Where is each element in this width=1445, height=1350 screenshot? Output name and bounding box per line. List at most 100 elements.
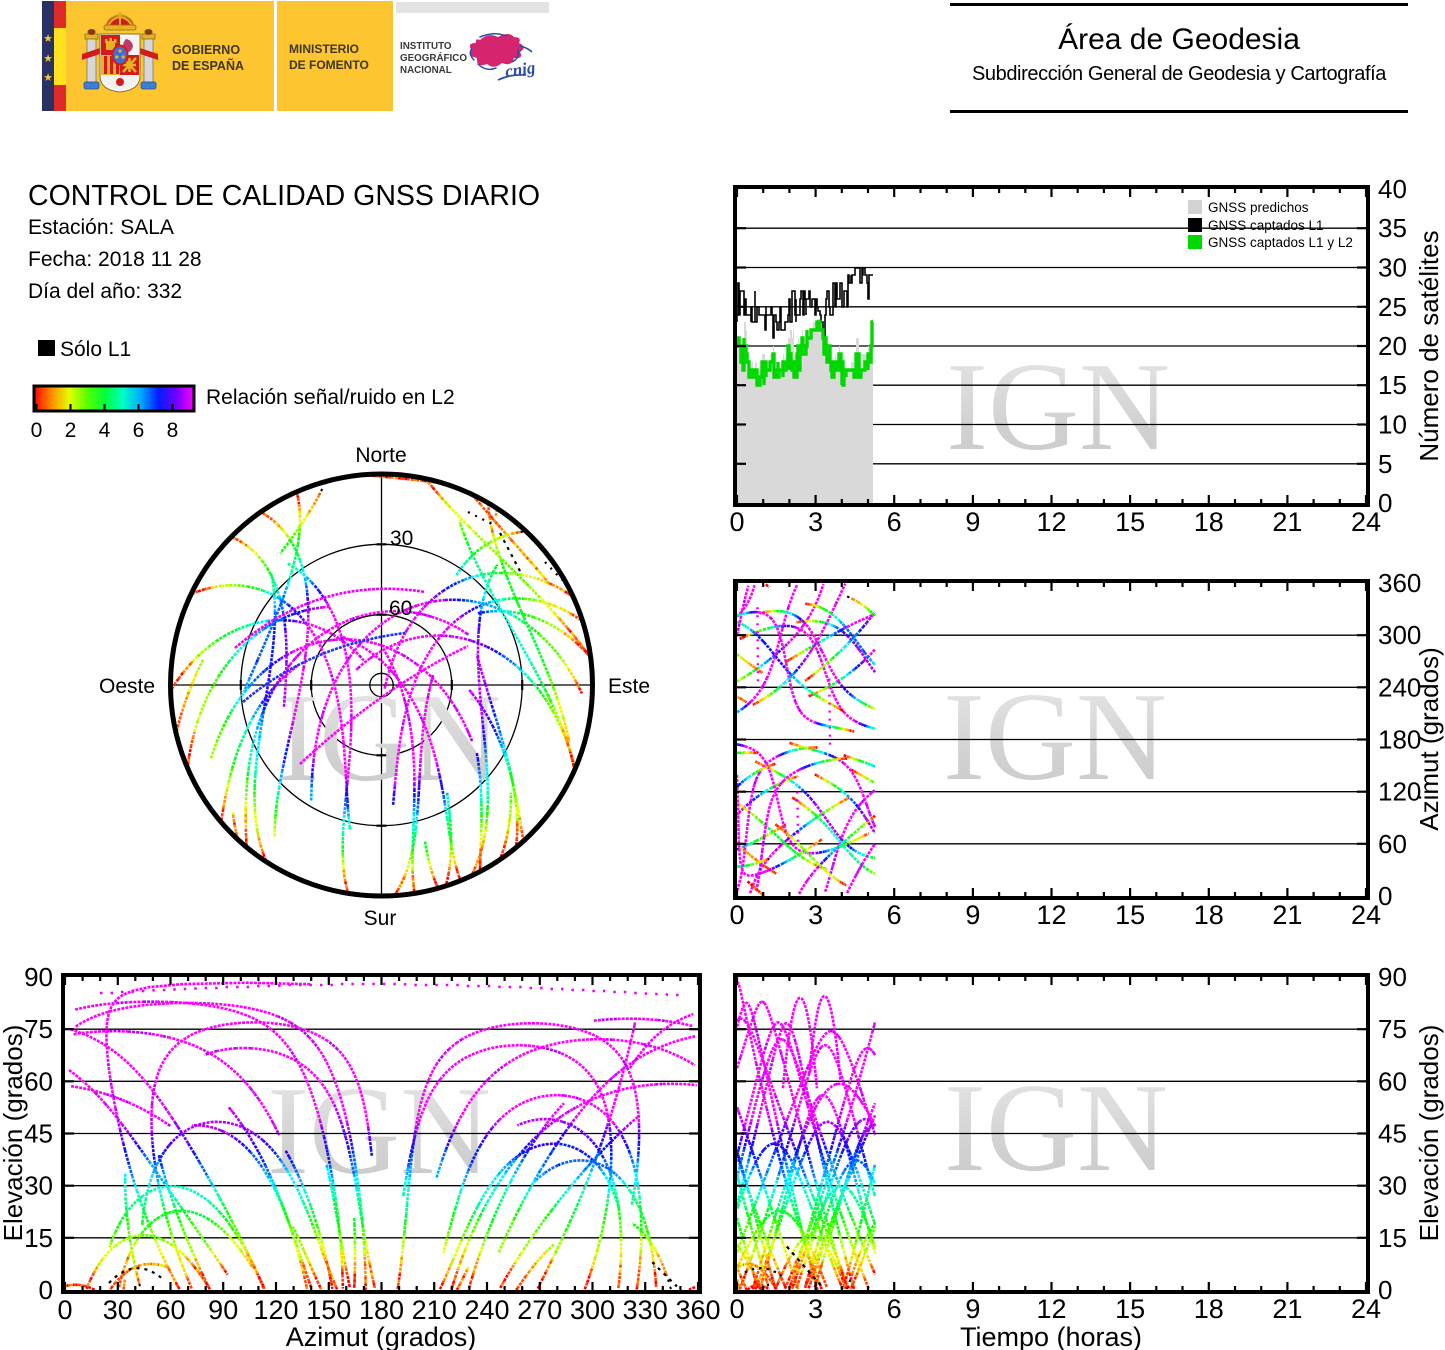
svg-text:IGN: IGN <box>946 338 1170 477</box>
svg-text:45: 45 <box>24 1119 53 1149</box>
svg-text:6: 6 <box>887 1294 902 1324</box>
svg-text:150: 150 <box>306 1295 351 1325</box>
svg-text:Día del año: 332: Día del año: 332 <box>28 280 182 303</box>
svg-text:6: 6 <box>133 419 145 442</box>
svg-text:0: 0 <box>1378 488 1392 518</box>
svg-text:GOBIERNO: GOBIERNO <box>172 43 240 57</box>
svg-text:0: 0 <box>729 507 744 537</box>
svg-text:15: 15 <box>24 1223 53 1253</box>
svg-text:24: 24 <box>1351 507 1381 537</box>
svg-text:15: 15 <box>1115 900 1145 930</box>
svg-text:330: 330 <box>623 1295 668 1325</box>
svg-text:90: 90 <box>208 1295 238 1325</box>
svg-text:30: 30 <box>1378 1171 1407 1201</box>
svg-text:30: 30 <box>1378 253 1407 283</box>
svg-text:18: 18 <box>1194 507 1224 537</box>
svg-text:6: 6 <box>887 507 902 537</box>
svg-text:40: 40 <box>1378 174 1407 204</box>
svg-text:Oeste: Oeste <box>99 675 155 698</box>
svg-text:GNSS captados L1 y L2: GNSS captados L1 y L2 <box>1208 235 1353 250</box>
svg-text:Azimut (grados): Azimut (grados) <box>286 1322 477 1350</box>
svg-text:18: 18 <box>1194 900 1224 930</box>
svg-text:360: 360 <box>1378 568 1421 598</box>
svg-text:6: 6 <box>887 900 902 930</box>
svg-text:60: 60 <box>155 1295 185 1325</box>
svg-text:10: 10 <box>1378 410 1407 440</box>
svg-text:75: 75 <box>24 1014 53 1044</box>
svg-text:9: 9 <box>965 1294 980 1324</box>
svg-text:GNSS predichos: GNSS predichos <box>1208 200 1309 215</box>
svg-text:Azimut (grados): Azimut (grados) <box>1414 647 1444 831</box>
svg-text:Fecha: 2018 11 28: Fecha: 2018 11 28 <box>28 248 202 271</box>
svg-text:cnig: cnig <box>504 58 537 81</box>
svg-text:9: 9 <box>965 900 980 930</box>
svg-text:5: 5 <box>1378 449 1392 479</box>
svg-text:Número de satélites: Número de satélites <box>1414 230 1444 461</box>
svg-text:0: 0 <box>39 1275 53 1305</box>
svg-text:240: 240 <box>464 1295 509 1325</box>
svg-text:21: 21 <box>1272 507 1302 537</box>
svg-text:0: 0 <box>31 419 43 442</box>
svg-text:24: 24 <box>1351 900 1381 930</box>
svg-text:GNSS captados L1: GNSS captados L1 <box>1208 218 1324 233</box>
svg-text:15: 15 <box>1378 1223 1407 1253</box>
svg-text:12: 12 <box>1036 1294 1066 1324</box>
svg-text:90: 90 <box>24 962 53 992</box>
svg-text:180: 180 <box>1378 725 1421 755</box>
svg-text:NACIONAL: NACIONAL <box>400 65 452 76</box>
svg-text:60: 60 <box>1378 1066 1407 1096</box>
svg-text:60: 60 <box>389 597 412 620</box>
svg-text:300: 300 <box>1378 620 1421 650</box>
svg-text:180: 180 <box>359 1295 404 1325</box>
svg-text:DE FOMENTO: DE FOMENTO <box>289 58 369 72</box>
svg-text:9: 9 <box>965 507 980 537</box>
svg-text:Norte: Norte <box>355 444 406 467</box>
svg-text:18: 18 <box>1194 1294 1224 1324</box>
svg-text:45: 45 <box>1378 1119 1407 1149</box>
svg-text:12: 12 <box>1036 507 1066 537</box>
svg-text:Elevación (grados): Elevación (grados) <box>0 1025 28 1242</box>
svg-text:Este: Este <box>608 675 650 698</box>
svg-text:30: 30 <box>390 527 413 550</box>
svg-text:Tiempo (horas): Tiempo (horas) <box>960 1322 1142 1350</box>
svg-text:0: 0 <box>729 900 744 930</box>
svg-text:Estación: SALA: Estación: SALA <box>28 216 174 239</box>
svg-text:12: 12 <box>1036 900 1066 930</box>
svg-text:Área de Geodesia: Área de Geodesia <box>1058 23 1300 56</box>
svg-text:21: 21 <box>1272 900 1302 930</box>
svg-text:Sólo L1: Sólo L1 <box>60 338 131 361</box>
svg-text:4: 4 <box>99 419 111 442</box>
svg-text:60: 60 <box>1378 829 1407 859</box>
svg-text:Subdirección General de Geodes: Subdirección General de Geodesia y Carto… <box>972 63 1387 85</box>
svg-text:MINISTERIO: MINISTERIO <box>289 42 359 56</box>
svg-text:3: 3 <box>808 507 823 537</box>
svg-text:0: 0 <box>1378 1275 1392 1305</box>
svg-text:300: 300 <box>570 1295 615 1325</box>
svg-text:IGN: IGN <box>944 1059 1168 1198</box>
svg-text:INSTITUTO: INSTITUTO <box>400 41 452 52</box>
svg-text:8: 8 <box>167 419 179 442</box>
svg-text:IGN: IGN <box>277 669 501 808</box>
svg-text:15: 15 <box>1115 507 1145 537</box>
svg-text:21: 21 <box>1272 1294 1302 1324</box>
svg-text:270: 270 <box>517 1295 562 1325</box>
svg-text:240: 240 <box>1378 672 1421 702</box>
svg-text:30: 30 <box>103 1295 133 1325</box>
svg-text:★: ★ <box>43 72 53 84</box>
svg-text:210: 210 <box>412 1295 457 1325</box>
svg-text:Relación señal/ruido en L2: Relación señal/ruido en L2 <box>206 386 455 409</box>
svg-text:3: 3 <box>808 1294 823 1324</box>
svg-text:90: 90 <box>1378 962 1407 992</box>
svg-text:35: 35 <box>1378 213 1407 243</box>
svg-text:60: 60 <box>24 1066 53 1096</box>
svg-text:Elevación (grados): Elevación (grados) <box>1414 1025 1444 1242</box>
svg-text:30: 30 <box>24 1171 53 1201</box>
svg-text:360: 360 <box>675 1295 720 1325</box>
svg-text:20: 20 <box>1378 331 1407 361</box>
svg-text:Sur: Sur <box>364 907 397 930</box>
svg-text:CONTROL DE CALIDAD GNSS DIARIO: CONTROL DE CALIDAD GNSS DIARIO <box>28 180 540 212</box>
svg-text:★: ★ <box>43 53 53 65</box>
svg-text:15: 15 <box>1378 370 1407 400</box>
svg-text:120: 120 <box>253 1295 298 1325</box>
svg-text:0: 0 <box>729 1294 744 1324</box>
